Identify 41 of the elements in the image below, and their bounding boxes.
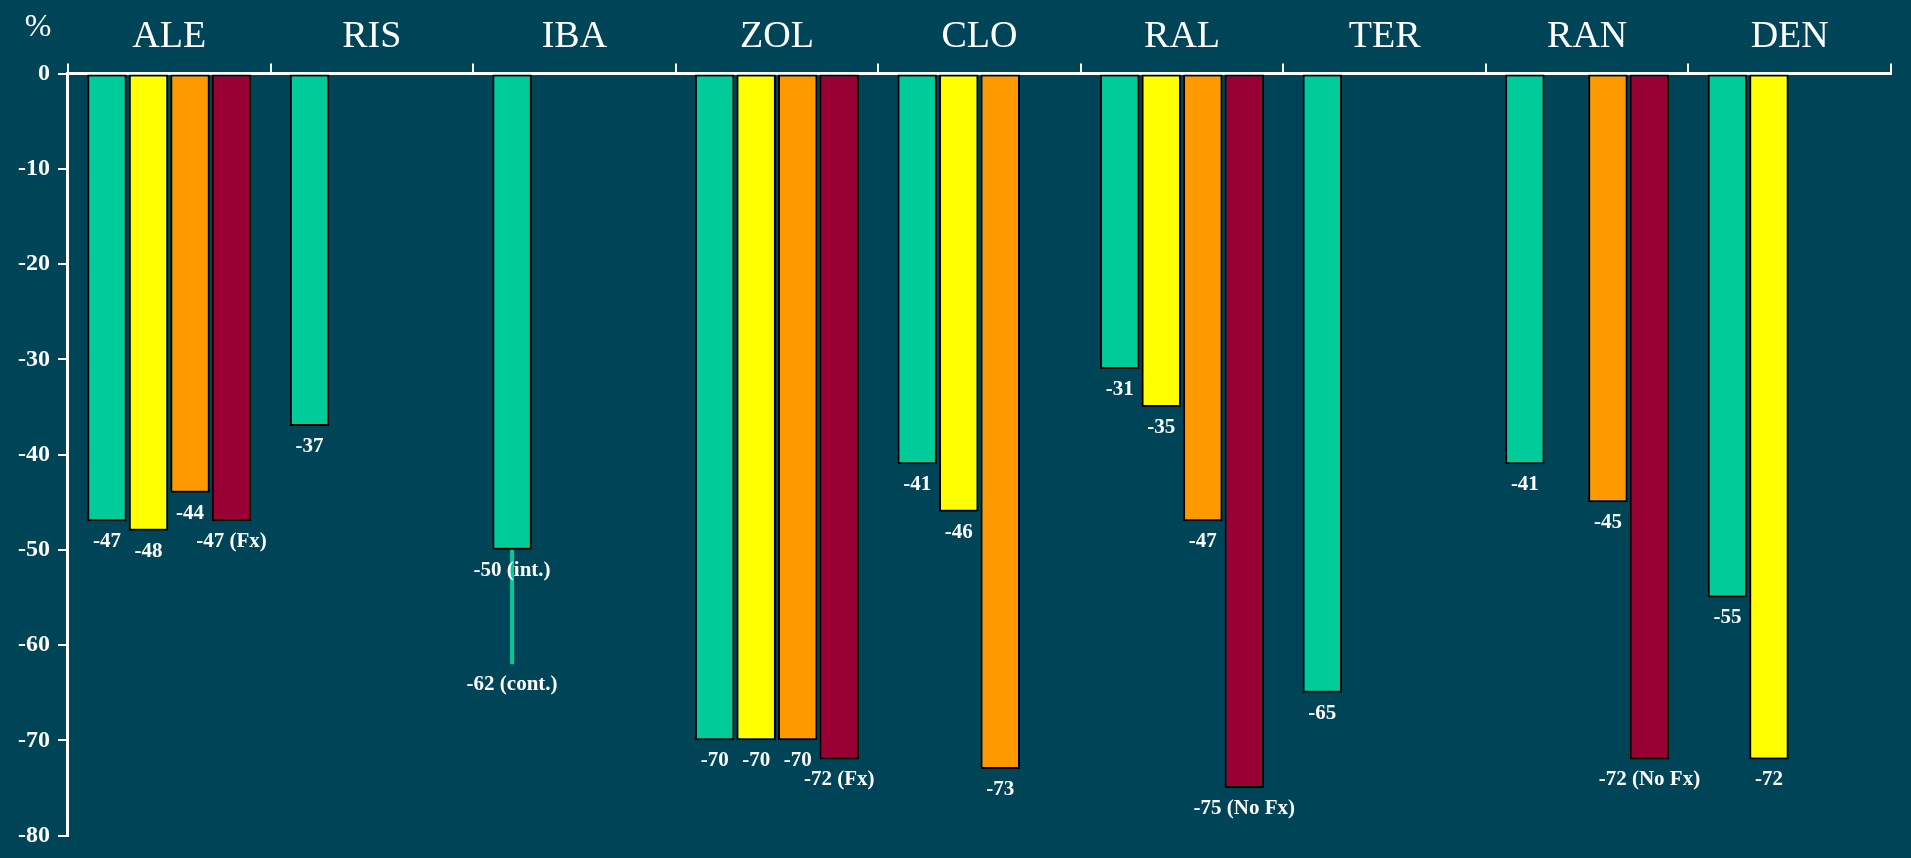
- data-label: -75 (No Fx): [1193, 794, 1296, 819]
- data-label: -72: [1754, 766, 1783, 791]
- data-label: -41: [1510, 471, 1539, 496]
- x-tick-label: RAL: [1144, 12, 1221, 55]
- data-label: -41: [903, 471, 932, 496]
- x-tick-label: RAN: [1547, 12, 1628, 55]
- x-tick-label: IBA: [541, 12, 608, 55]
- x-tick-label: RIS: [342, 12, 402, 55]
- y-tick-label: -80: [17, 820, 50, 847]
- data-label: -72 (No Fx): [1598, 766, 1701, 791]
- data-label: -70: [742, 747, 771, 772]
- data-label: -47: [1188, 528, 1217, 553]
- y-tick-label: -70: [17, 725, 50, 752]
- data-label: -44: [176, 499, 205, 524]
- data-label: -35: [1147, 413, 1176, 438]
- y-tick-label: -60: [17, 630, 50, 657]
- y-tick-label: -20: [17, 249, 50, 276]
- x-tick-label: DEN: [1750, 12, 1829, 55]
- data-label: -50 (int.): [473, 556, 551, 581]
- data-label: -31: [1105, 375, 1134, 400]
- y-tick-label: 0: [37, 58, 50, 85]
- data-label: -55: [1713, 604, 1742, 629]
- data-label: -48: [134, 537, 163, 562]
- x-tick-label: ALE: [132, 12, 207, 55]
- data-label: -70: [700, 747, 729, 772]
- data-label: -73: [986, 775, 1015, 800]
- data-label: -47: [92, 528, 121, 553]
- y-tick-label: -30: [17, 344, 50, 371]
- x-tick-label: ZOL: [740, 12, 814, 55]
- y-tick-label: -40: [17, 439, 50, 466]
- data-label: -65: [1308, 699, 1337, 724]
- x-tick-label: TER: [1348, 12, 1422, 55]
- data-label: -45: [1593, 509, 1622, 534]
- y-tick-label: -10: [17, 154, 50, 181]
- y-tick-label: -50: [17, 535, 50, 562]
- data-label: -46: [944, 518, 973, 543]
- data-label: -47 (Fx): [196, 528, 267, 553]
- y-axis-title: %: [24, 7, 52, 44]
- data-label: -37: [295, 432, 324, 457]
- x-tick-label: CLO: [941, 12, 1018, 55]
- annotation: -62 (cont.): [466, 671, 558, 696]
